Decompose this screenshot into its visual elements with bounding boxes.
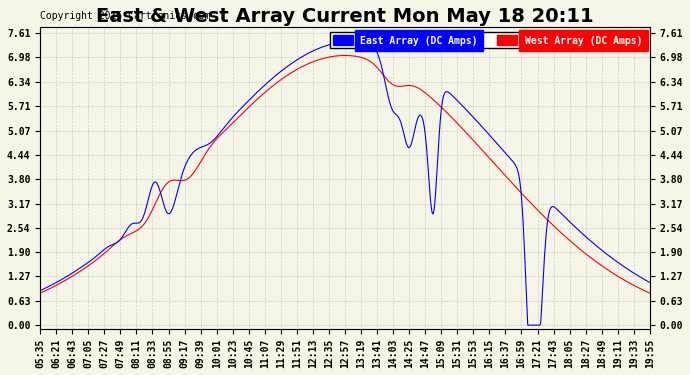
Title: East & West Array Current Mon May 18 20:11: East & West Array Current Mon May 18 20:… xyxy=(96,7,594,26)
Text: Copyright 2015 Cartronics.com: Copyright 2015 Cartronics.com xyxy=(40,12,210,21)
Legend: East Array (DC Amps), West Array (DC Amps): East Array (DC Amps), West Array (DC Amp… xyxy=(331,32,645,48)
